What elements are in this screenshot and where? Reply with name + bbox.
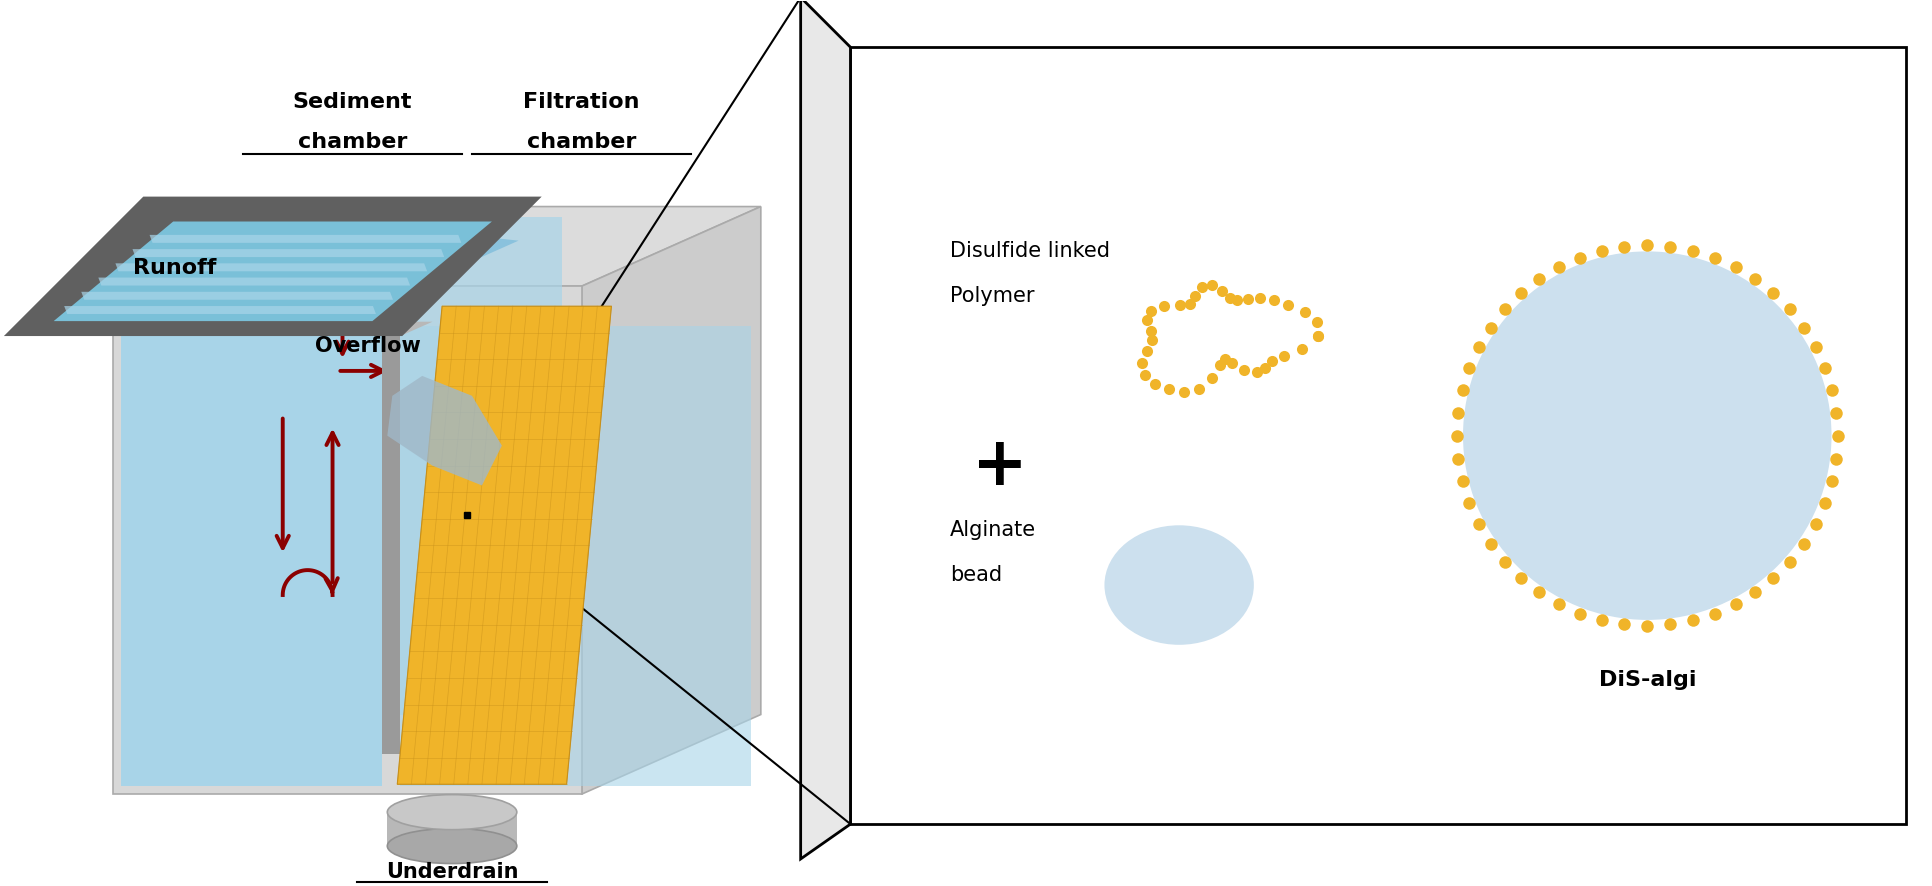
Polygon shape <box>800 0 850 859</box>
Polygon shape <box>386 812 516 846</box>
Polygon shape <box>99 277 410 285</box>
Text: DiS-algi: DiS-algi <box>1598 670 1696 689</box>
Polygon shape <box>122 216 518 301</box>
Ellipse shape <box>1463 252 1832 620</box>
Polygon shape <box>398 307 611 784</box>
Text: Overflow: Overflow <box>315 336 421 356</box>
Text: chamber: chamber <box>527 132 636 152</box>
Polygon shape <box>54 222 493 321</box>
Text: bead: bead <box>951 565 1003 585</box>
Text: +: + <box>972 432 1028 499</box>
Text: Alginate: Alginate <box>951 520 1036 540</box>
Ellipse shape <box>386 828 516 864</box>
Polygon shape <box>386 376 502 486</box>
Text: Filtration: Filtration <box>524 92 639 112</box>
Polygon shape <box>114 286 582 794</box>
Polygon shape <box>294 216 562 714</box>
Polygon shape <box>850 47 1907 824</box>
Text: Sediment: Sediment <box>294 92 412 112</box>
Polygon shape <box>64 306 377 314</box>
Polygon shape <box>81 291 392 299</box>
Polygon shape <box>383 336 400 754</box>
Polygon shape <box>582 206 761 794</box>
Polygon shape <box>4 197 541 336</box>
Polygon shape <box>383 322 433 336</box>
Ellipse shape <box>1105 525 1254 645</box>
Text: Disulfide linked: Disulfide linked <box>951 241 1111 261</box>
Polygon shape <box>133 249 444 257</box>
Text: Runoff: Runoff <box>133 259 216 278</box>
Polygon shape <box>149 235 462 243</box>
Polygon shape <box>116 263 427 271</box>
Text: Polymer: Polymer <box>951 286 1034 307</box>
Text: chamber: chamber <box>298 132 408 152</box>
Text: Underdrain: Underdrain <box>386 862 518 882</box>
Polygon shape <box>122 301 383 786</box>
Polygon shape <box>400 326 752 786</box>
Polygon shape <box>114 206 761 286</box>
Ellipse shape <box>386 795 516 829</box>
